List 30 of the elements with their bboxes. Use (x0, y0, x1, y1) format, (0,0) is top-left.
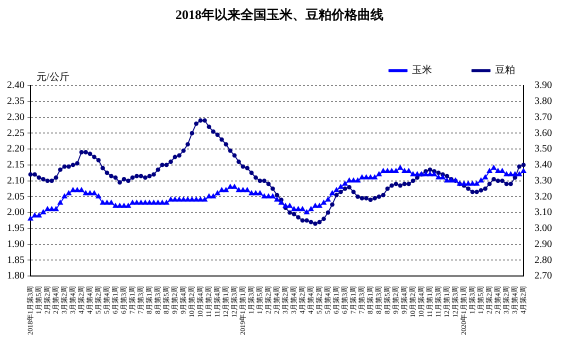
y2-tick-label: 3.00 (534, 223, 552, 234)
y-tick-label: 2.05 (7, 191, 24, 202)
y2-tick-label: 3.70 (534, 112, 552, 123)
y2-tick-label: 3.30 (534, 175, 552, 186)
y2-tick-label: 3.80 (534, 96, 552, 108)
y2-tick-label: 3.60 (534, 128, 552, 139)
y-tick-label: 2.35 (7, 96, 24, 108)
y-axis-title: 元/公斤 (36, 71, 70, 84)
y2-tick-label: 2.70 (534, 270, 552, 282)
legend-label: 玉米 (412, 64, 432, 76)
y-tick-label: 2.20 (7, 144, 24, 155)
y-tick-label: 1.85 (7, 254, 24, 266)
y-tick-label: 1.95 (7, 223, 24, 234)
chart-title: 2018年以来全国玉米、豆粕价格曲线 (176, 7, 384, 22)
y2-tick-label: 2.90 (534, 238, 552, 250)
y-tick-label: 2.40 (7, 80, 24, 92)
y-tick-label: 2.30 (7, 112, 24, 123)
y-tick-label: 1.80 (7, 270, 24, 282)
y2-tick-label: 3.40 (534, 160, 552, 171)
y2-tick-label: 3.20 (534, 191, 552, 202)
y-tick-label: 1.90 (7, 238, 24, 250)
y2-tick-label: 3.50 (534, 144, 552, 155)
y2-tick-label: 2.80 (534, 254, 552, 266)
y-tick-label: 2.25 (7, 128, 24, 139)
y-tick-label: 2.00 (7, 207, 24, 218)
y2-tick-label: 3.10 (534, 207, 552, 218)
legend-label: 豆粕 (495, 65, 515, 76)
y-tick-label: 2.10 (7, 175, 24, 186)
y-tick-label: 2.15 (7, 160, 24, 171)
y2-tick-label: 3.90 (534, 80, 552, 92)
